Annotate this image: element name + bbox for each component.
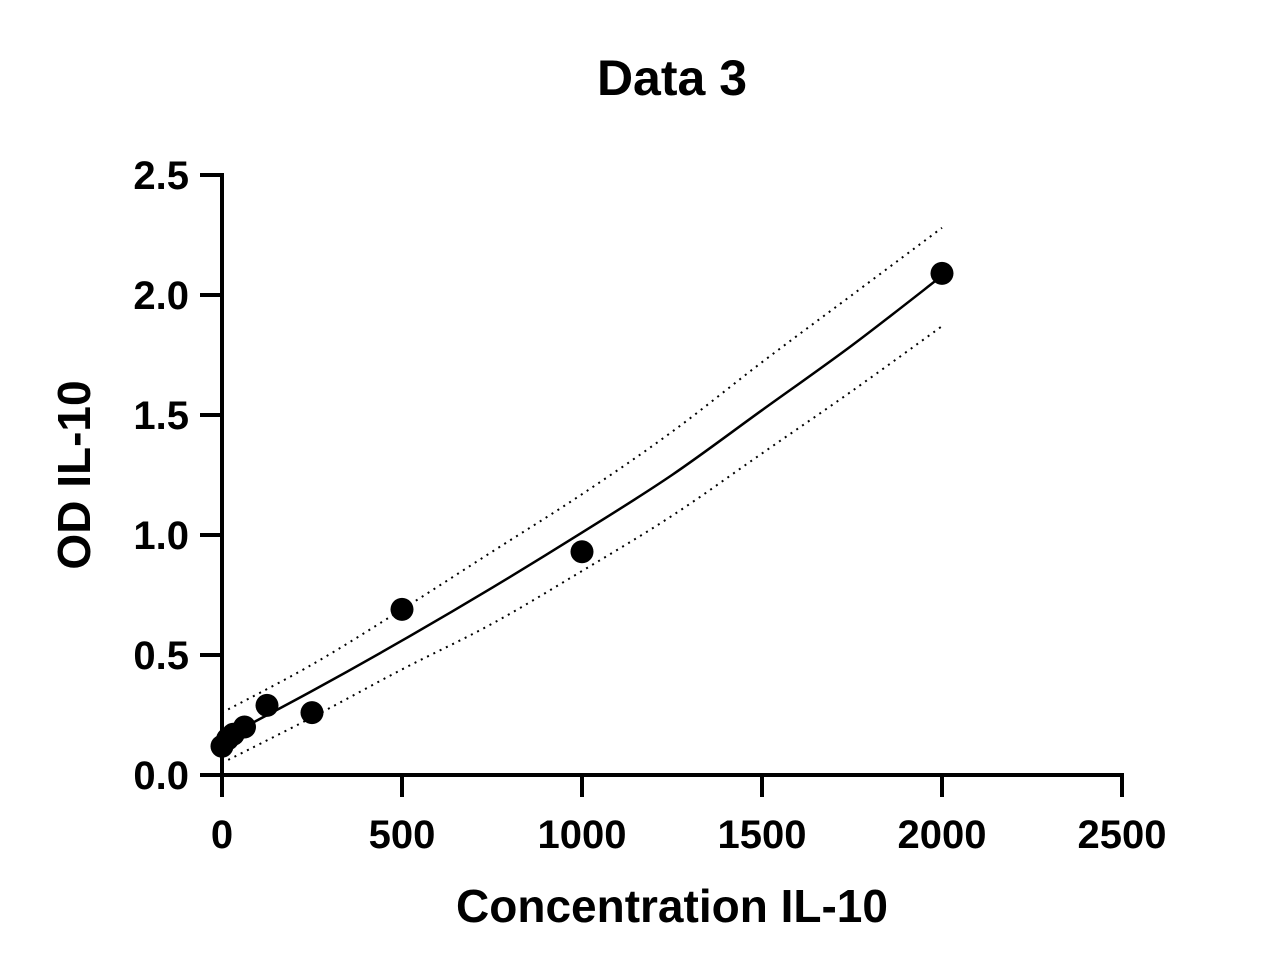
data-point xyxy=(255,693,279,717)
y-tick-label: 1.0 xyxy=(133,514,189,558)
x-tick-label: 0 xyxy=(211,813,233,857)
y-tick-label: 0.5 xyxy=(133,634,189,678)
fit-curve-line xyxy=(221,274,943,741)
x-tick-label: 1500 xyxy=(718,813,807,857)
confidence-band-line xyxy=(221,226,943,714)
x-tick-label: 2000 xyxy=(898,813,987,857)
data-point xyxy=(570,540,594,564)
x-axis-label: Concentration IL-10 xyxy=(456,880,888,932)
x-tick-label: 2500 xyxy=(1078,813,1167,857)
data-point xyxy=(930,261,954,285)
y-tick-label: 0.0 xyxy=(133,754,189,798)
chart-title: Data 3 xyxy=(597,50,747,106)
data-point xyxy=(233,715,256,739)
y-tick-label: 2.0 xyxy=(133,274,189,318)
y-tick-label: 2.5 xyxy=(133,154,189,198)
y-axis-label: OD IL-10 xyxy=(48,380,100,569)
x-tick-label: 500 xyxy=(369,813,436,857)
plot-layer: 0 500 1000 1500 2000 2500 0.0 0.5 1.0 1.5 2.0 2.5 xyxy=(133,154,1166,857)
x-tick-label: 1000 xyxy=(538,813,627,857)
data-point xyxy=(390,597,414,621)
y-tick-label: 1.5 xyxy=(133,394,189,438)
data-point xyxy=(300,701,324,725)
